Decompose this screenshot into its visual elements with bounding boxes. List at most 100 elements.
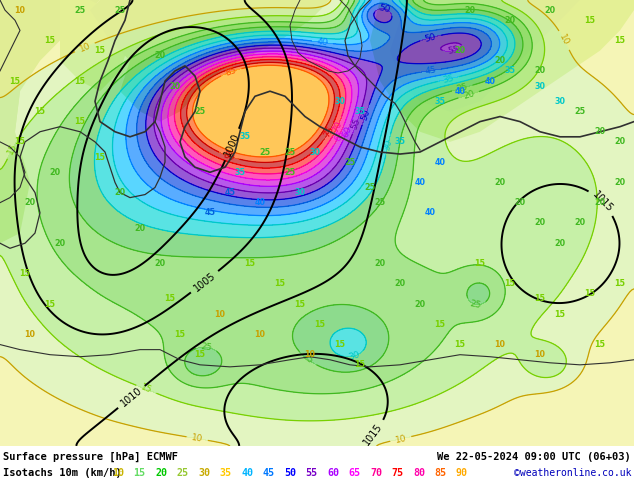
Text: 10: 10	[495, 340, 505, 349]
Text: 15: 15	[195, 350, 205, 359]
Text: 20: 20	[555, 239, 566, 248]
Text: 25: 25	[469, 299, 482, 310]
Text: 15: 15	[164, 294, 176, 303]
Text: 25: 25	[365, 183, 375, 192]
Text: 60: 60	[327, 468, 339, 478]
Text: 20: 20	[134, 223, 146, 233]
Text: 15: 15	[354, 360, 365, 369]
Text: 20: 20	[534, 219, 546, 227]
Text: 25: 25	[285, 168, 295, 177]
Polygon shape	[90, 0, 330, 122]
Text: Isotachs 10m (km/h): Isotachs 10m (km/h)	[3, 468, 122, 478]
Text: 15: 15	[314, 320, 325, 329]
Text: 75: 75	[392, 468, 403, 478]
Text: 45: 45	[205, 208, 216, 218]
Text: 15: 15	[20, 269, 30, 278]
Text: 15: 15	[94, 152, 105, 162]
Polygon shape	[0, 0, 30, 142]
Text: 35: 35	[240, 132, 250, 141]
Text: 15: 15	[534, 294, 545, 303]
Text: 70: 70	[331, 120, 344, 134]
Text: 15: 15	[275, 279, 285, 288]
Text: 35: 35	[394, 137, 406, 147]
Text: 30: 30	[295, 188, 306, 197]
Text: 20: 20	[55, 239, 65, 248]
Text: 25: 25	[115, 5, 126, 15]
Text: 20: 20	[462, 89, 476, 100]
Text: 15: 15	[245, 259, 256, 268]
Text: 50: 50	[424, 32, 437, 44]
Text: 15: 15	[585, 16, 595, 25]
Text: 20: 20	[155, 51, 165, 60]
Text: 20: 20	[375, 259, 385, 268]
Text: 50: 50	[359, 108, 372, 122]
Text: 40: 40	[484, 76, 496, 86]
Text: 15: 15	[75, 117, 86, 126]
Text: 85: 85	[224, 66, 238, 78]
Text: 20: 20	[465, 5, 476, 15]
Text: 1015: 1015	[362, 421, 385, 447]
Text: 25: 25	[574, 107, 586, 116]
Text: 30: 30	[534, 82, 545, 91]
Text: 20: 20	[514, 198, 526, 207]
Text: 40: 40	[455, 87, 465, 96]
Text: 30: 30	[335, 97, 346, 106]
Text: 40: 40	[434, 158, 446, 167]
Text: 15: 15	[555, 310, 566, 318]
Text: 35: 35	[505, 67, 515, 75]
Text: 15: 15	[134, 468, 145, 478]
Text: 25: 25	[344, 158, 356, 167]
Text: 75: 75	[322, 125, 335, 139]
Text: 15: 15	[595, 340, 605, 349]
Polygon shape	[60, 0, 130, 91]
Text: 15: 15	[295, 299, 306, 309]
Text: 55: 55	[447, 45, 460, 56]
Text: 15: 15	[614, 279, 626, 288]
Text: 15: 15	[94, 46, 105, 55]
Text: 25: 25	[200, 343, 213, 353]
Text: 15: 15	[335, 340, 346, 349]
Text: 10: 10	[394, 433, 407, 444]
Text: 45: 45	[424, 65, 437, 76]
Text: 85: 85	[434, 468, 446, 478]
Text: 15: 15	[10, 76, 20, 86]
Text: 30: 30	[347, 350, 361, 362]
Text: 40: 40	[254, 198, 266, 207]
Text: 10: 10	[191, 433, 204, 444]
Text: 15: 15	[34, 107, 46, 116]
Text: 60: 60	[341, 124, 354, 138]
Text: 25: 25	[259, 147, 271, 156]
Polygon shape	[0, 0, 100, 243]
Text: 20: 20	[614, 137, 626, 147]
Text: 90: 90	[456, 468, 468, 478]
Text: 30: 30	[555, 97, 566, 106]
Text: 20: 20	[155, 259, 165, 268]
Text: 1000: 1000	[223, 131, 242, 158]
Text: 20: 20	[614, 178, 626, 187]
Text: 35: 35	[235, 168, 245, 177]
Text: 10: 10	[112, 468, 124, 478]
Text: 15: 15	[44, 36, 56, 45]
Text: 80: 80	[413, 468, 425, 478]
Text: 20: 20	[595, 127, 605, 136]
Text: 1010: 1010	[119, 385, 144, 409]
Text: 25: 25	[375, 198, 385, 207]
Text: 55: 55	[350, 117, 363, 131]
Text: 55: 55	[306, 468, 318, 478]
Text: 20: 20	[545, 5, 555, 15]
Text: 15: 15	[44, 299, 56, 309]
Text: 45: 45	[224, 188, 235, 197]
Text: 15: 15	[15, 137, 25, 147]
Text: 30: 30	[309, 147, 321, 156]
Text: 35: 35	[354, 107, 365, 116]
Text: 20: 20	[534, 67, 546, 75]
Text: 30: 30	[382, 138, 394, 151]
Text: 10: 10	[15, 5, 25, 15]
Text: 10: 10	[558, 33, 571, 48]
Text: 35: 35	[219, 468, 231, 478]
Text: 40: 40	[316, 37, 328, 48]
Text: 15: 15	[455, 340, 465, 349]
Text: 20: 20	[505, 16, 515, 25]
Text: 15: 15	[505, 279, 515, 288]
Text: 15: 15	[174, 330, 186, 339]
